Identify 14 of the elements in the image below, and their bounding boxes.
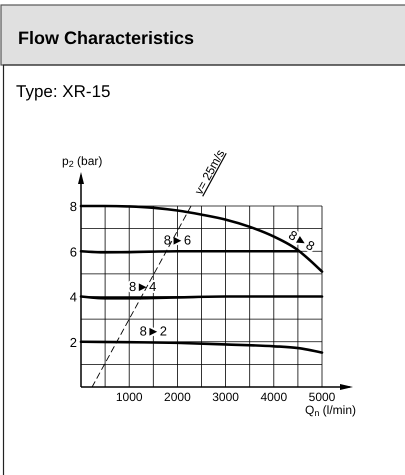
x-axis-title: Q$_{n}$ (l/min) xyxy=(304,403,356,418)
x-tick-label: 5000 xyxy=(308,390,336,404)
y-tick-label: 8 xyxy=(70,199,77,214)
text: 8►8 xyxy=(286,227,318,254)
y-tick-label: 4 xyxy=(70,290,77,304)
chart-title: Flow Characteristics xyxy=(18,28,194,48)
y-tick-label: 6 xyxy=(70,244,77,260)
x-tick-label: 4000 xyxy=(260,390,288,404)
x-tick-label: 3000 xyxy=(212,390,240,404)
chart-subtitle: Type: XR-15 xyxy=(16,82,110,101)
x-tick-label: 2000 xyxy=(164,390,192,404)
x-tick-label: 1000 xyxy=(116,390,143,404)
y-tick-label: 2 xyxy=(70,334,77,350)
y-axis-title: p$_{2}$ (bar) xyxy=(62,154,102,170)
